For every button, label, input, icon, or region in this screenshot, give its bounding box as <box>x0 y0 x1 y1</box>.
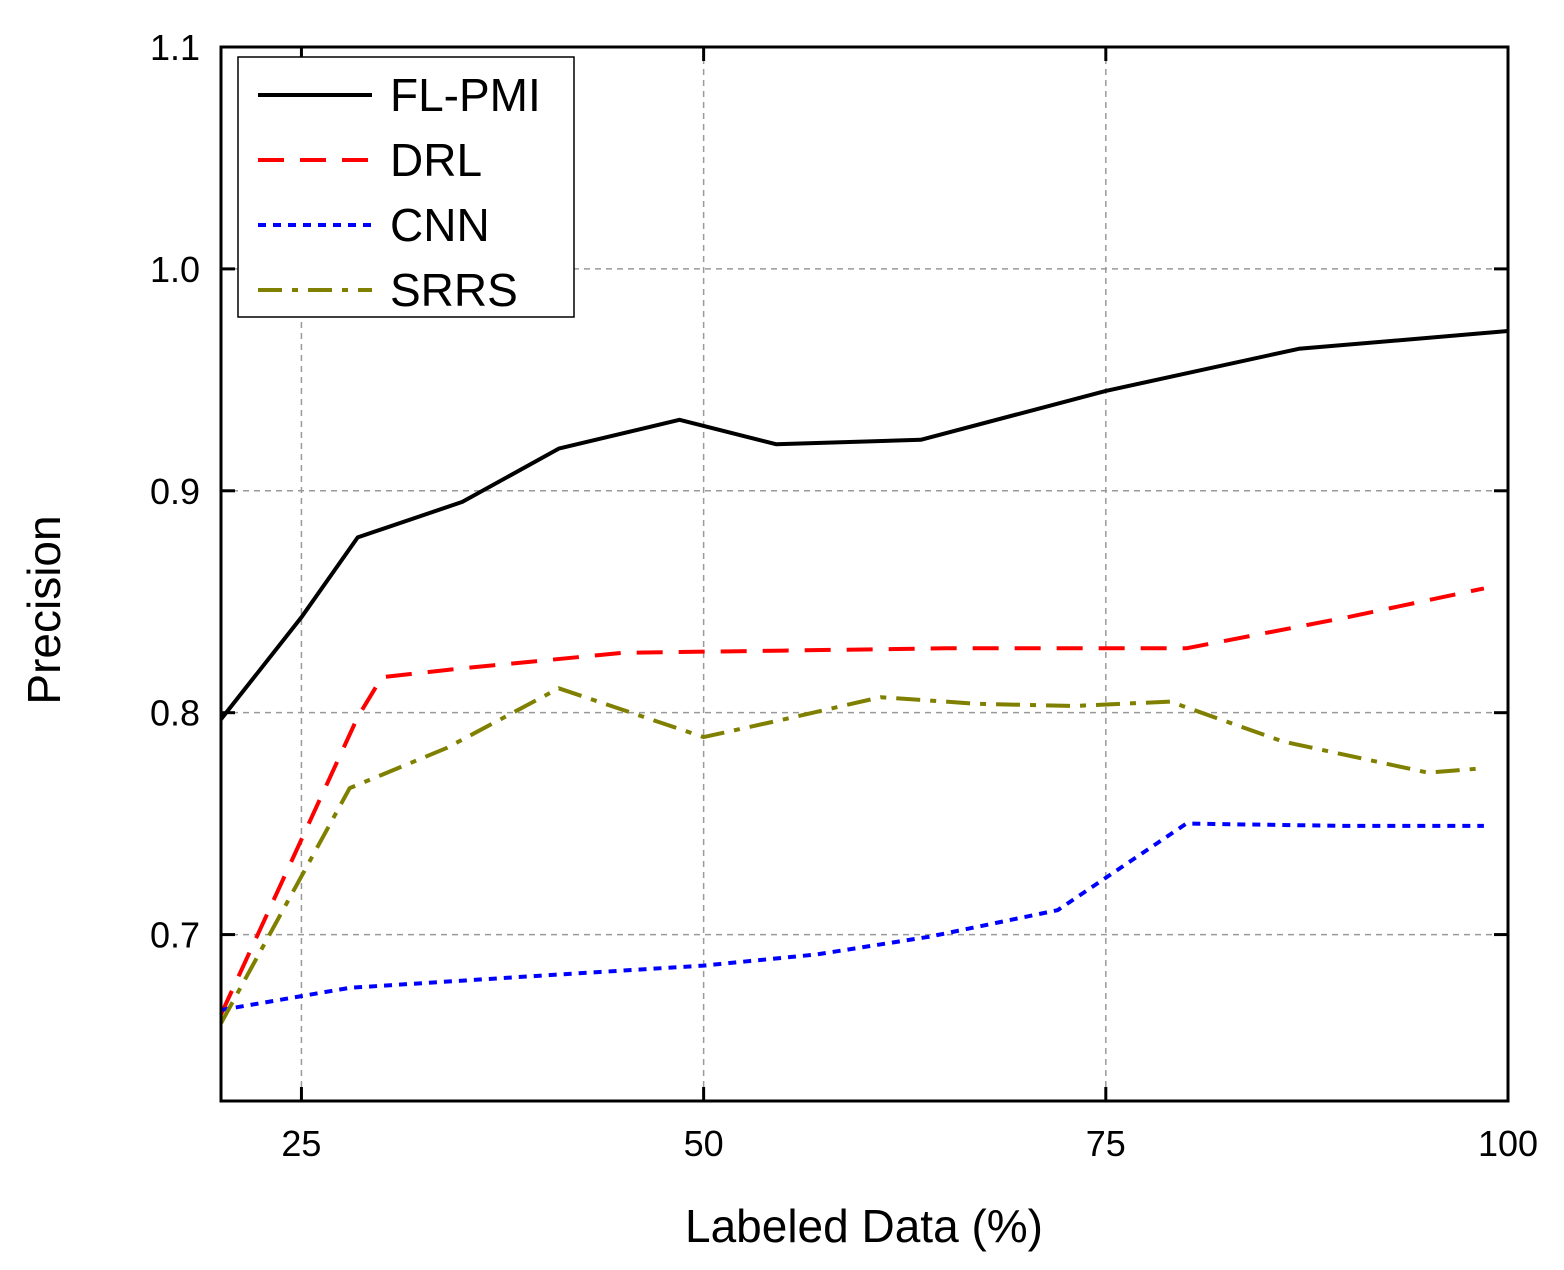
series-line-drl <box>219 586 1485 1016</box>
y-tick-label: 0.7 <box>150 915 200 956</box>
legend-label-cnn: CNN <box>390 199 490 251</box>
x-tick-label: 75 <box>1086 1123 1126 1164</box>
x-tick-label: 50 <box>684 1123 724 1164</box>
legend-box <box>237 56 575 318</box>
series-lines <box>219 329 1509 1025</box>
x-tick-label: 25 <box>281 1123 321 1164</box>
series-line-cnn <box>220 821 1484 1012</box>
y-tick-label: 0.9 <box>150 471 200 512</box>
plot-frame <box>219 45 1510 1103</box>
y-tick-label: 1.0 <box>150 249 200 290</box>
axis-ticks <box>221 45 1510 1101</box>
y-tick-label: 1.1 <box>150 27 200 68</box>
x-axis-title: Labeled Data (%) <box>685 1200 1043 1252</box>
legend-label-srrs: SRRS <box>390 264 518 316</box>
y-tick-labels: 0.7 0.8 0.9 1.0 1.1 <box>150 27 200 956</box>
series-line-srrs <box>219 686 1485 1025</box>
y-tick-label: 0.8 <box>150 693 200 734</box>
legend: FL-PMI DRL CNN SRRS <box>237 56 575 318</box>
series-line-fl-pmi <box>219 329 1509 721</box>
y-axis-title: Precision <box>18 515 70 704</box>
x-tick-labels: 25 50 75 100 <box>281 1123 1538 1164</box>
legend-label-drl: DRL <box>390 134 482 186</box>
legend-label-fl-pmi: FL-PMI <box>390 69 541 121</box>
x-tick-label: 100 <box>1478 1123 1538 1164</box>
